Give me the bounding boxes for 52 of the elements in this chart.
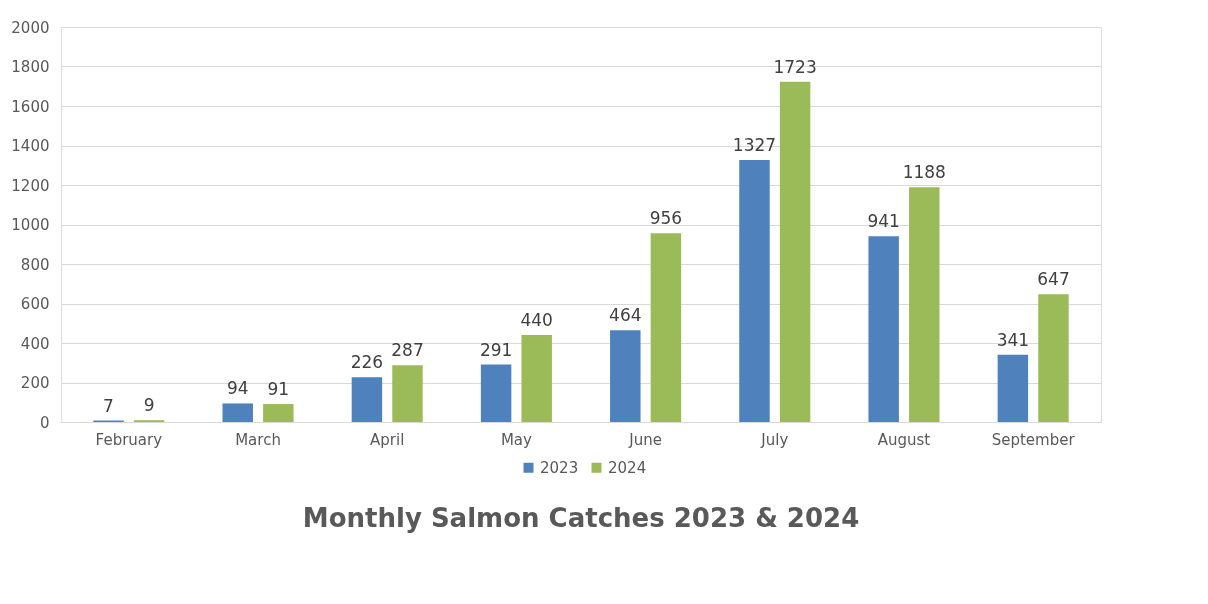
- y-tick-label: 1000: [11, 216, 50, 234]
- x-tick-label: July: [760, 430, 789, 449]
- y-tick-label: 2000: [11, 18, 50, 37]
- y-tick-label: 0: [39, 413, 50, 432]
- y-tick-label: 600: [20, 295, 50, 313]
- bar: [739, 159, 770, 422]
- data-label: 647: [1037, 269, 1070, 290]
- data-label: 941: [867, 211, 900, 232]
- y-tick-label: 800: [20, 255, 50, 274]
- data-label: 1327: [732, 134, 777, 155]
- y-tick-label: 200: [20, 374, 50, 392]
- data-label: 1188: [902, 162, 946, 183]
- bar: [997, 354, 1029, 422]
- bar: [263, 404, 294, 422]
- legend-label: 2023: [540, 458, 579, 477]
- data-label: 94: [226, 378, 249, 399]
- data-label: 440: [520, 310, 553, 331]
- bar: [868, 236, 899, 422]
- bar: [1038, 294, 1069, 422]
- bar: [779, 81, 811, 422]
- x-tick-label: August: [877, 430, 931, 449]
- data-label: 9: [143, 395, 155, 416]
- bar: [521, 335, 552, 422]
- y-tick-label: 1800: [11, 58, 50, 76]
- data-label: 226: [350, 352, 384, 373]
- bar: [351, 377, 383, 422]
- bar: [610, 330, 641, 422]
- text: Monthly Salmon Catches 2023 & 2024: [302, 503, 860, 533]
- data-label: 341: [996, 329, 1030, 350]
- bar: [222, 403, 253, 422]
- x-tick-label: April: [370, 430, 405, 449]
- data-label: 956: [649, 208, 683, 229]
- x-tick-label: June: [628, 430, 662, 449]
- data-label: 1723: [773, 56, 817, 77]
- data-label: 7: [103, 395, 114, 416]
- data-label: 291: [479, 339, 513, 360]
- y-tick-label: 400: [20, 334, 50, 353]
- x-tick-label: September: [991, 430, 1076, 449]
- y-tick-label: 1600: [11, 97, 50, 116]
- data-label: 287: [391, 340, 424, 361]
- bar: [392, 365, 423, 422]
- x-tick-label: May: [500, 430, 533, 449]
- bar: [480, 364, 512, 422]
- x-tick-label: March: [235, 430, 281, 449]
- x-tick-label: February: [95, 430, 163, 449]
- bar: [909, 187, 940, 422]
- y-tick-label: 1400: [11, 137, 50, 155]
- data-label: 91: [267, 379, 290, 400]
- legend-label: 2024: [608, 458, 647, 477]
- bar: [650, 233, 682, 422]
- data-label: 464: [609, 305, 642, 326]
- y-tick-label: 1200: [11, 176, 50, 195]
